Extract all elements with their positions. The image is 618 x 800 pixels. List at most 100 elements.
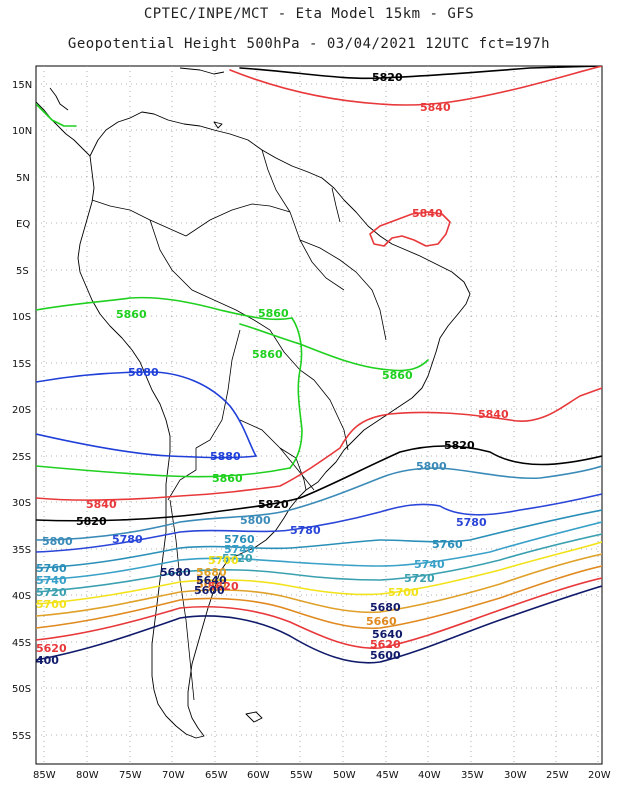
- lon-label: 25W: [546, 770, 569, 781]
- contour-label-5860: 5860: [212, 472, 243, 485]
- contour-label-5660: 5660: [196, 578, 227, 591]
- island-outline: [179, 67, 225, 75]
- contour-label-5680: 5680: [370, 601, 401, 614]
- contour-5800: [36, 465, 602, 541]
- contour-5620: [36, 577, 602, 649]
- contour-5740: [36, 521, 602, 581]
- contour-label-5860: 5860: [252, 348, 283, 361]
- contour-label-5620: 5620: [208, 580, 239, 593]
- border-line: [299, 239, 387, 341]
- coastline: [49, 87, 69, 111]
- lat-label: 45S: [12, 638, 31, 649]
- contour-lines: [36, 66, 602, 664]
- contour-label-5820: 5820: [258, 498, 289, 511]
- contour-5660: [36, 565, 602, 630]
- contour-5600: [36, 585, 602, 664]
- border-line: [279, 447, 307, 491]
- lat-label: 10N: [12, 126, 32, 137]
- lon-label: 65W: [205, 770, 228, 781]
- lon-label: 35W: [461, 770, 484, 781]
- lon-label: 80W: [76, 770, 99, 781]
- border-line: [167, 448, 197, 501]
- contour-label-5800: 5800: [416, 460, 447, 473]
- south-america-coast: [77, 111, 471, 739]
- contour-label-5640: 5640: [372, 628, 403, 641]
- lon-label: 70W: [162, 770, 185, 781]
- contour-label-5620: 5620: [370, 638, 401, 651]
- latitude-labels: 15N 10N 5N EQ 5S 10S 15S 20S 25S 30S 35S…: [12, 80, 32, 742]
- border-line: [313, 379, 349, 451]
- contour-label-5740: 5740: [414, 558, 445, 571]
- contour-label-5660: 5660: [366, 615, 397, 628]
- chart-title: CPTEC/INPE/MCT - Eta Model 15km - GFS: [143, 6, 475, 22]
- contour-5840: [36, 387, 602, 501]
- lon-label: 85W: [33, 770, 56, 781]
- contour-label-5760: 5760: [36, 562, 67, 575]
- contour-label-5740: 5740: [36, 574, 67, 587]
- contour-label-5760: 5760: [224, 533, 255, 546]
- lat-label: 15S: [12, 359, 31, 370]
- lat-label: 25S: [12, 452, 31, 463]
- contour-5760: [36, 509, 602, 569]
- contour-label-5840: 5840: [412, 207, 443, 220]
- lat-label: 35S: [12, 545, 31, 556]
- island-outline: [213, 121, 223, 129]
- contour-label-5880: 5880: [210, 450, 241, 463]
- lat-label: 5N: [16, 173, 30, 184]
- contour-label-5620: 5620: [36, 642, 67, 655]
- longitude-labels: 85W 80W 75W 70W 65W 60W 55W 50W 45W 40W …: [33, 770, 611, 781]
- lat-label: 20S: [12, 405, 31, 416]
- contour-5720: [36, 533, 602, 593]
- lat-label: 30S: [12, 498, 31, 509]
- contour-5840: [369, 211, 451, 247]
- contour-label-5780: 5780: [456, 516, 487, 529]
- contour-label-5840: 5840: [478, 408, 509, 421]
- coastlines: [36, 67, 471, 739]
- contour-label-5840: 5840: [420, 101, 451, 114]
- contour-label-5600: 5600: [194, 584, 225, 597]
- border-line: [91, 199, 187, 237]
- contour-5860: [239, 323, 429, 372]
- island-outline: [245, 711, 263, 723]
- lon-label: 40W: [418, 770, 441, 781]
- contour-label-5780: 5780: [290, 524, 321, 537]
- lat-label: 50S: [12, 684, 31, 695]
- contour-label-5780: 5780: [112, 533, 143, 546]
- lat-label: 55S: [12, 731, 31, 742]
- contour-label-5760: 5760: [432, 538, 463, 551]
- border-line: [261, 149, 291, 213]
- contour-label-5720: 5720: [404, 572, 435, 585]
- contour-label-5820: 5820: [444, 439, 475, 452]
- lon-label: 55W: [290, 770, 313, 781]
- contour-5780: [36, 493, 602, 553]
- lon-label: 30W: [504, 770, 527, 781]
- lon-label: 50W: [333, 770, 356, 781]
- contour-label-5680: 5680: [160, 566, 191, 579]
- contour-label-5700: 5700: [208, 554, 239, 567]
- border-line: [289, 211, 345, 291]
- lon-label: 45W: [376, 770, 399, 781]
- contour-label-5740: 5740: [224, 543, 255, 556]
- contour-label-5860: 5860: [116, 308, 147, 321]
- contour-5880: [36, 371, 257, 457]
- contour-label-5840: 5840: [86, 498, 117, 511]
- contour-label-5820: 5820: [372, 71, 403, 84]
- lon-label: 60W: [247, 770, 270, 781]
- contour-5860: [36, 465, 291, 478]
- lat-label: 40S: [12, 591, 31, 602]
- contour-5880: [36, 433, 257, 459]
- coastline: [36, 101, 91, 157]
- contour-label-5600: 5600: [370, 649, 401, 662]
- contour-label-5680: 5680: [196, 566, 227, 579]
- contour-label-5640: 5640: [196, 574, 227, 587]
- country-borders: [91, 149, 387, 701]
- chart-subtitle: Geopotential Height 500hPa - 03/04/2021 …: [67, 36, 551, 52]
- lat-label: 5S: [16, 266, 29, 277]
- contour-label-5700: 5700: [36, 598, 67, 611]
- border-line: [185, 203, 291, 237]
- contour-label-5700: 5700: [388, 586, 419, 599]
- contour-5860: [36, 103, 77, 127]
- lon-label: 75W: [119, 770, 142, 781]
- contour-label-5880: 5880: [128, 366, 159, 379]
